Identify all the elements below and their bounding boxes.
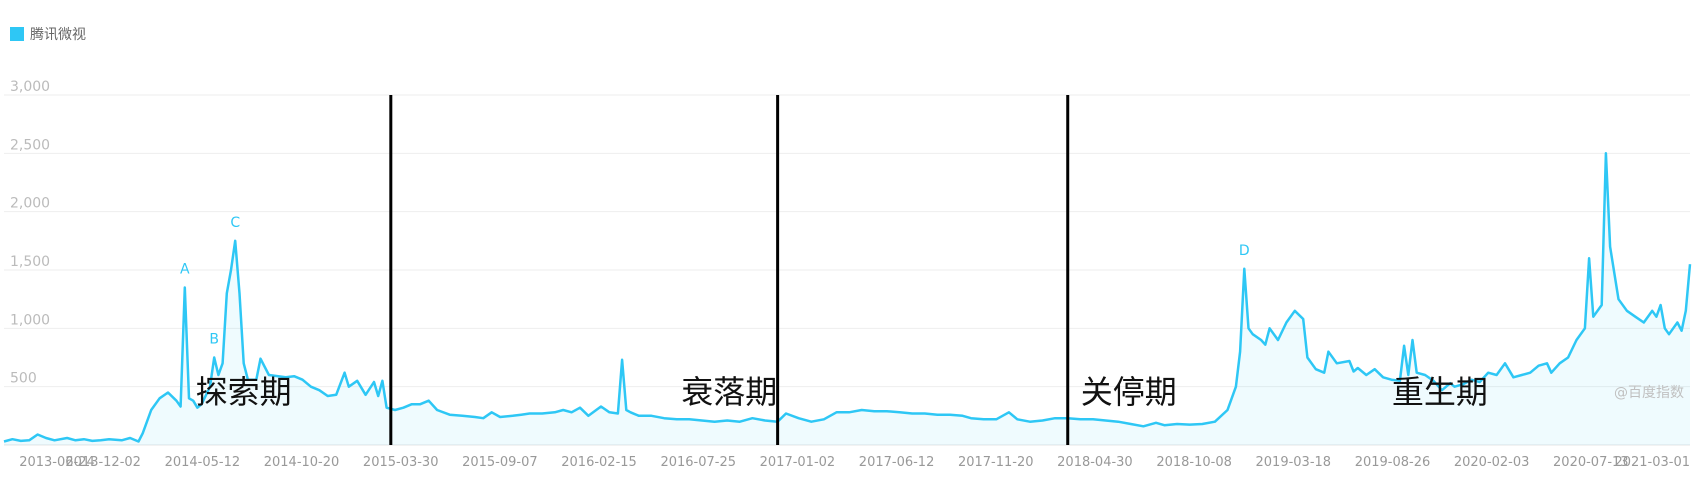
y-tick-label: 1,500 [10,254,50,270]
x-tick-label: 2020-02-03 [1454,455,1530,470]
x-tick-label: 2013-06-24 [19,455,95,470]
x-tick-label: 2013-12-02 [65,455,141,470]
x-tick-label: 2017-06-12 [859,455,935,470]
x-tick-label: 2014-10-20 [264,455,340,470]
x-tick-label: 2020-07-13 [1553,455,1629,470]
legend-label: 腾讯微视 [30,27,86,43]
x-tick-label: 2018-10-08 [1156,455,1232,470]
y-tick-label: 3,000 [10,79,50,95]
x-tick-label: 2019-08-26 [1355,455,1431,470]
x-tick-label: 2016-07-25 [660,455,736,470]
x-tick-label: 2017-11-20 [958,455,1034,470]
x-tick-label: 2019-03-18 [1256,455,1332,470]
watermark: @百度指数 [1614,385,1684,401]
y-tick-label: 2,000 [10,196,50,212]
annotation-label: C [230,215,240,231]
phase-label: 重生期 [1392,373,1488,411]
x-tick-label: 2021-03-01 [1614,455,1690,470]
legend-swatch [10,27,24,41]
annotation-label: B [209,332,219,348]
y-tick-label: 1,000 [10,312,50,328]
x-tick-label: 2016-02-15 [561,455,637,470]
series-area [4,153,1690,446]
annotation-label: A [180,262,190,278]
series-line [3,152,1692,443]
legend[interactable]: 腾讯微视 [10,24,86,44]
phase-label: 关停期 [1081,373,1177,411]
phase-label: 衰落期 [681,373,777,411]
x-tick-label: 2015-09-07 [462,455,538,470]
y-tick-label: 500 [10,371,37,387]
x-tick-label: 2018-04-30 [1057,455,1133,470]
x-tick-label: 2017-01-02 [760,455,836,470]
annotation-label: D [1239,243,1250,259]
x-tick-label: 2015-03-30 [363,455,439,470]
x-tick-label: 2014-05-12 [165,455,241,470]
phase-label: 探索期 [196,373,292,411]
y-tick-label: 2,500 [10,137,50,153]
